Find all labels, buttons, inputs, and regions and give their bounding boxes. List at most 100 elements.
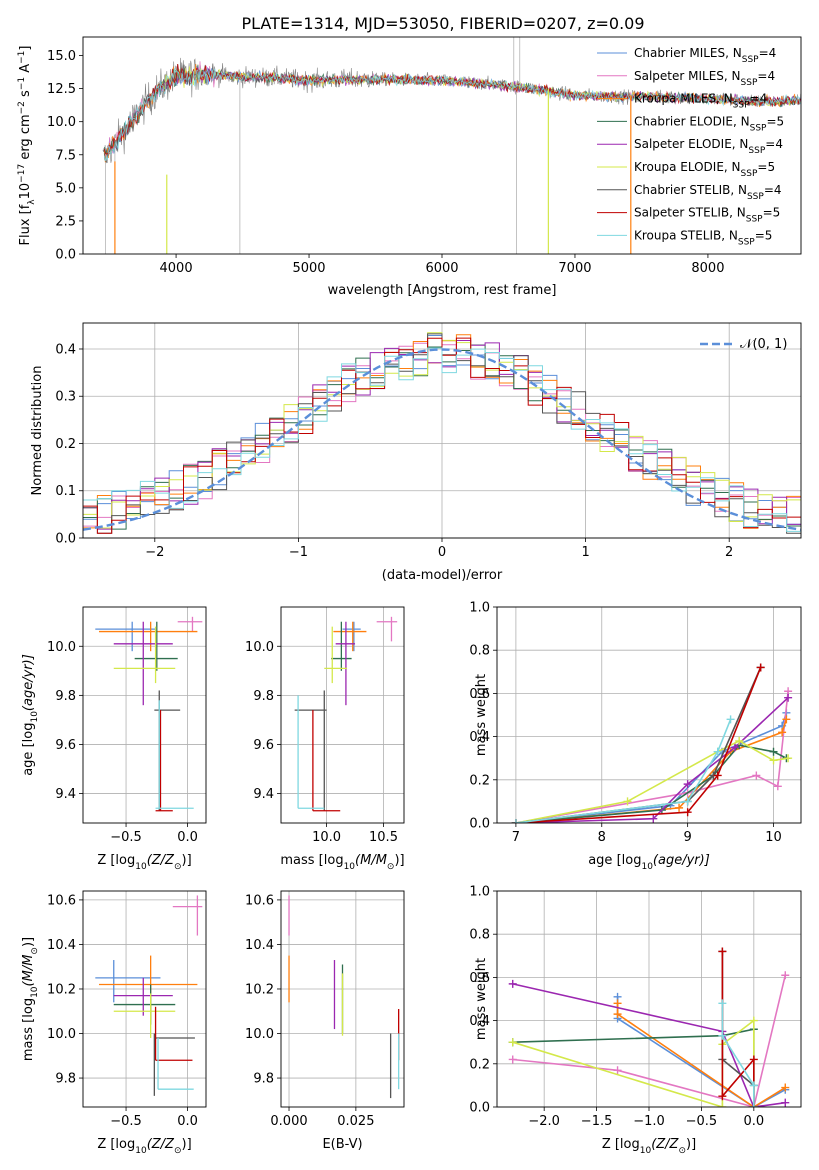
series-marker [511, 819, 520, 823]
series-marker [613, 999, 622, 1008]
y-axis-label: mass weight [474, 958, 489, 1040]
label-part: 10 [30, 986, 40, 998]
series-marker [726, 715, 735, 724]
panel-mass-weight-vs-Z: −2.0 −1.5 −1.0 −0.5 0.0 0.0 0.2 0.4 0.6 0.8 1.0 [469, 885, 802, 1129]
y-axis-label: mass weight [474, 674, 489, 756]
label-part: Kroupa STELIB, N [634, 228, 738, 242]
x-axis-label: wavelength [Angstrom, rest frame] [328, 283, 557, 298]
label-part: Flux [f [18, 204, 33, 245]
label-part: 10 [30, 711, 40, 723]
x-tick-label: 5000 [292, 261, 325, 276]
legend-entry: Chabrier ELODIE, NSSP=5 [634, 114, 784, 133]
series-line [515, 697, 789, 823]
series-marker [749, 1103, 758, 1107]
x-tick-label: −2.0 [528, 1114, 560, 1129]
series-line [515, 719, 732, 823]
series-line [721, 951, 755, 1107]
series-marker [749, 1016, 758, 1025]
legend-entry: Salpeter MILES, NSSP=4 [634, 69, 775, 88]
spectrum-lines [102, 37, 801, 254]
axes-frame [496, 890, 802, 1108]
series-line [616, 1003, 786, 1107]
panel-mass-vs-Z: −0.5 0.0 9.8 10.0 10.2 10.4 10.6 [47, 890, 207, 1129]
axes-frame [82, 36, 802, 255]
series-marker [613, 1010, 622, 1019]
legend-entry: Chabrier MILES, NSSP=4 [634, 46, 776, 65]
y-axis-label: age [log10(age/yr)] [21, 654, 40, 776]
y-tick-label: 10.0 [47, 115, 76, 130]
panel-age-vs-Z: −0.5 0.0 9.4 9.6 9.8 10.0 [47, 606, 207, 845]
label-part: ⊙ [387, 862, 395, 872]
spectrum-legend: Chabrier MILES, NSSP=4 Salpeter MILES, NS… [597, 46, 784, 247]
label-part: −1 [17, 77, 27, 90]
y-tick-label: 0.1 [55, 484, 76, 499]
y-tick-label: 0.0 [469, 817, 490, 832]
axes-frame [496, 606, 802, 824]
y-tick-label: 10.6 [47, 893, 76, 908]
y-tick-label: 0.0 [55, 532, 76, 547]
label-part: ⊙ [174, 1146, 182, 1156]
series-marker [730, 743, 739, 752]
label-part: age [log [21, 723, 36, 776]
y-tick-label: 0.6 [469, 687, 490, 702]
series-line [721, 1003, 755, 1107]
x-axis-label: (data-model)/error [382, 568, 503, 583]
y-tick-label: 5.0 [55, 181, 76, 196]
legend-entry: Salpeter ELODIE, NSSP=4 [634, 137, 783, 156]
series-marker [508, 1055, 517, 1064]
legend-entry: Kroupa STELIB, NSSP=5 [634, 228, 772, 247]
series-marker [623, 797, 632, 806]
x-tick-label: 10 [765, 830, 782, 845]
y-tick-label: 0.2 [469, 773, 490, 788]
label-part: (age/yr)] [21, 654, 36, 711]
label-part: =5 [755, 228, 773, 242]
errorbars [95, 616, 203, 812]
series-marker [773, 782, 782, 791]
label-part: erg cm [18, 114, 33, 163]
label-part: =5 [766, 114, 784, 128]
label-part: (M/M [21, 955, 36, 987]
axes-frame [280, 606, 405, 824]
label-part: ⊙ [30, 947, 40, 955]
y-tick-label: 12.5 [47, 82, 76, 97]
series-line [512, 1028, 755, 1107]
series-lines [511, 663, 793, 823]
x-axis-label: Z [log10(Z/Z⊙)] [602, 1137, 696, 1156]
label-part: mass [log [21, 998, 36, 1061]
y-tick-label: 1.0 [469, 601, 490, 616]
series-marker [683, 808, 692, 817]
series-marker [683, 797, 692, 806]
series-marker [675, 803, 684, 812]
y-tick-label: 9.8 [253, 689, 274, 704]
chart-layer: 4000 5000 6000 7000 80000.02.55.07.510.012.5… [17, 36, 802, 1156]
x-tick-label: 1 [581, 545, 589, 560]
y-axis-label: Flux [fλ10−17 erg cm−2 s−1 A−1] [17, 46, 37, 246]
series-marker [769, 747, 778, 756]
series-marker [713, 747, 722, 756]
label-part: )] [686, 1137, 696, 1152]
panel-residual-histogram: −2 −1 0 1 2 0.0 0.1 0.2 0.3 0.4 [55, 322, 802, 560]
series-marker [784, 754, 793, 763]
label-part: =4 [757, 69, 775, 83]
x-tick-label: −2 [145, 545, 164, 560]
x-tick-label: −1.5 [581, 1114, 613, 1129]
x-tick-label: 0.0 [743, 1114, 764, 1129]
y-tick-label: 0.4 [55, 342, 76, 357]
y-tick-label: 9.4 [253, 787, 274, 802]
y-tick-label: 10.4 [245, 938, 274, 953]
label-part: s [18, 90, 33, 101]
y-axis-label: mass [log10(M/M⊙)] [21, 937, 40, 1061]
y-tick-label: 9.6 [55, 738, 76, 753]
x-tick-label: 9 [684, 830, 692, 845]
y-tick-label: 10.6 [245, 893, 274, 908]
label-part: =4 [765, 137, 783, 151]
series-line [515, 667, 762, 823]
y-tick-label: 0.8 [469, 928, 490, 943]
label-part: 10 [135, 1146, 147, 1156]
x-tick-label: −0.5 [110, 830, 142, 845]
series-marker [508, 1038, 517, 1047]
x-tick-label: −1.0 [633, 1114, 665, 1129]
series-line [512, 975, 787, 1107]
label-part: Kroupa MILES, N [634, 92, 733, 106]
